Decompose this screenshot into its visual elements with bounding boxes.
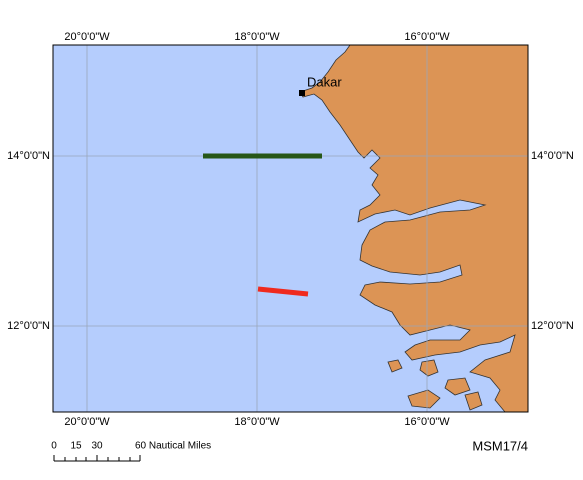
scale-label: 30 — [91, 441, 103, 452]
lat-label: 12°0'0"N — [531, 320, 574, 332]
island — [387, 359, 403, 373]
island — [407, 389, 441, 409]
map-frame — [52, 44, 529, 413]
island — [464, 391, 483, 411]
island — [444, 377, 471, 396]
lon-label: 20°0'0"W — [64, 416, 110, 428]
lat-label: 12°0'0"N — [7, 320, 50, 332]
lon-label: 18°0'0"W — [234, 416, 280, 428]
lon-label: 16°0'0"W — [404, 31, 450, 43]
lon-label: 20°0'0"W — [64, 31, 110, 43]
lon-label: 18°0'0"W — [234, 31, 280, 43]
land-group — [299, 45, 528, 412]
lat-label: 14°0'0"N — [7, 150, 50, 162]
cruise-track — [257, 286, 309, 297]
city-label: Dakar — [307, 74, 342, 89]
cruise-label: MSM17/4 — [472, 438, 528, 453]
city-marker — [299, 90, 305, 96]
scale-label: 0 — [51, 441, 57, 452]
lat-label: 14°0'0"N — [531, 150, 574, 162]
lon-label: 16°0'0"W — [404, 416, 450, 428]
scale-label: 60 Nautical Miles — [135, 441, 211, 452]
scale-label: 15 — [70, 441, 82, 452]
island — [419, 359, 439, 377]
land — [299, 45, 528, 412]
scale-bar — [53, 455, 141, 462]
